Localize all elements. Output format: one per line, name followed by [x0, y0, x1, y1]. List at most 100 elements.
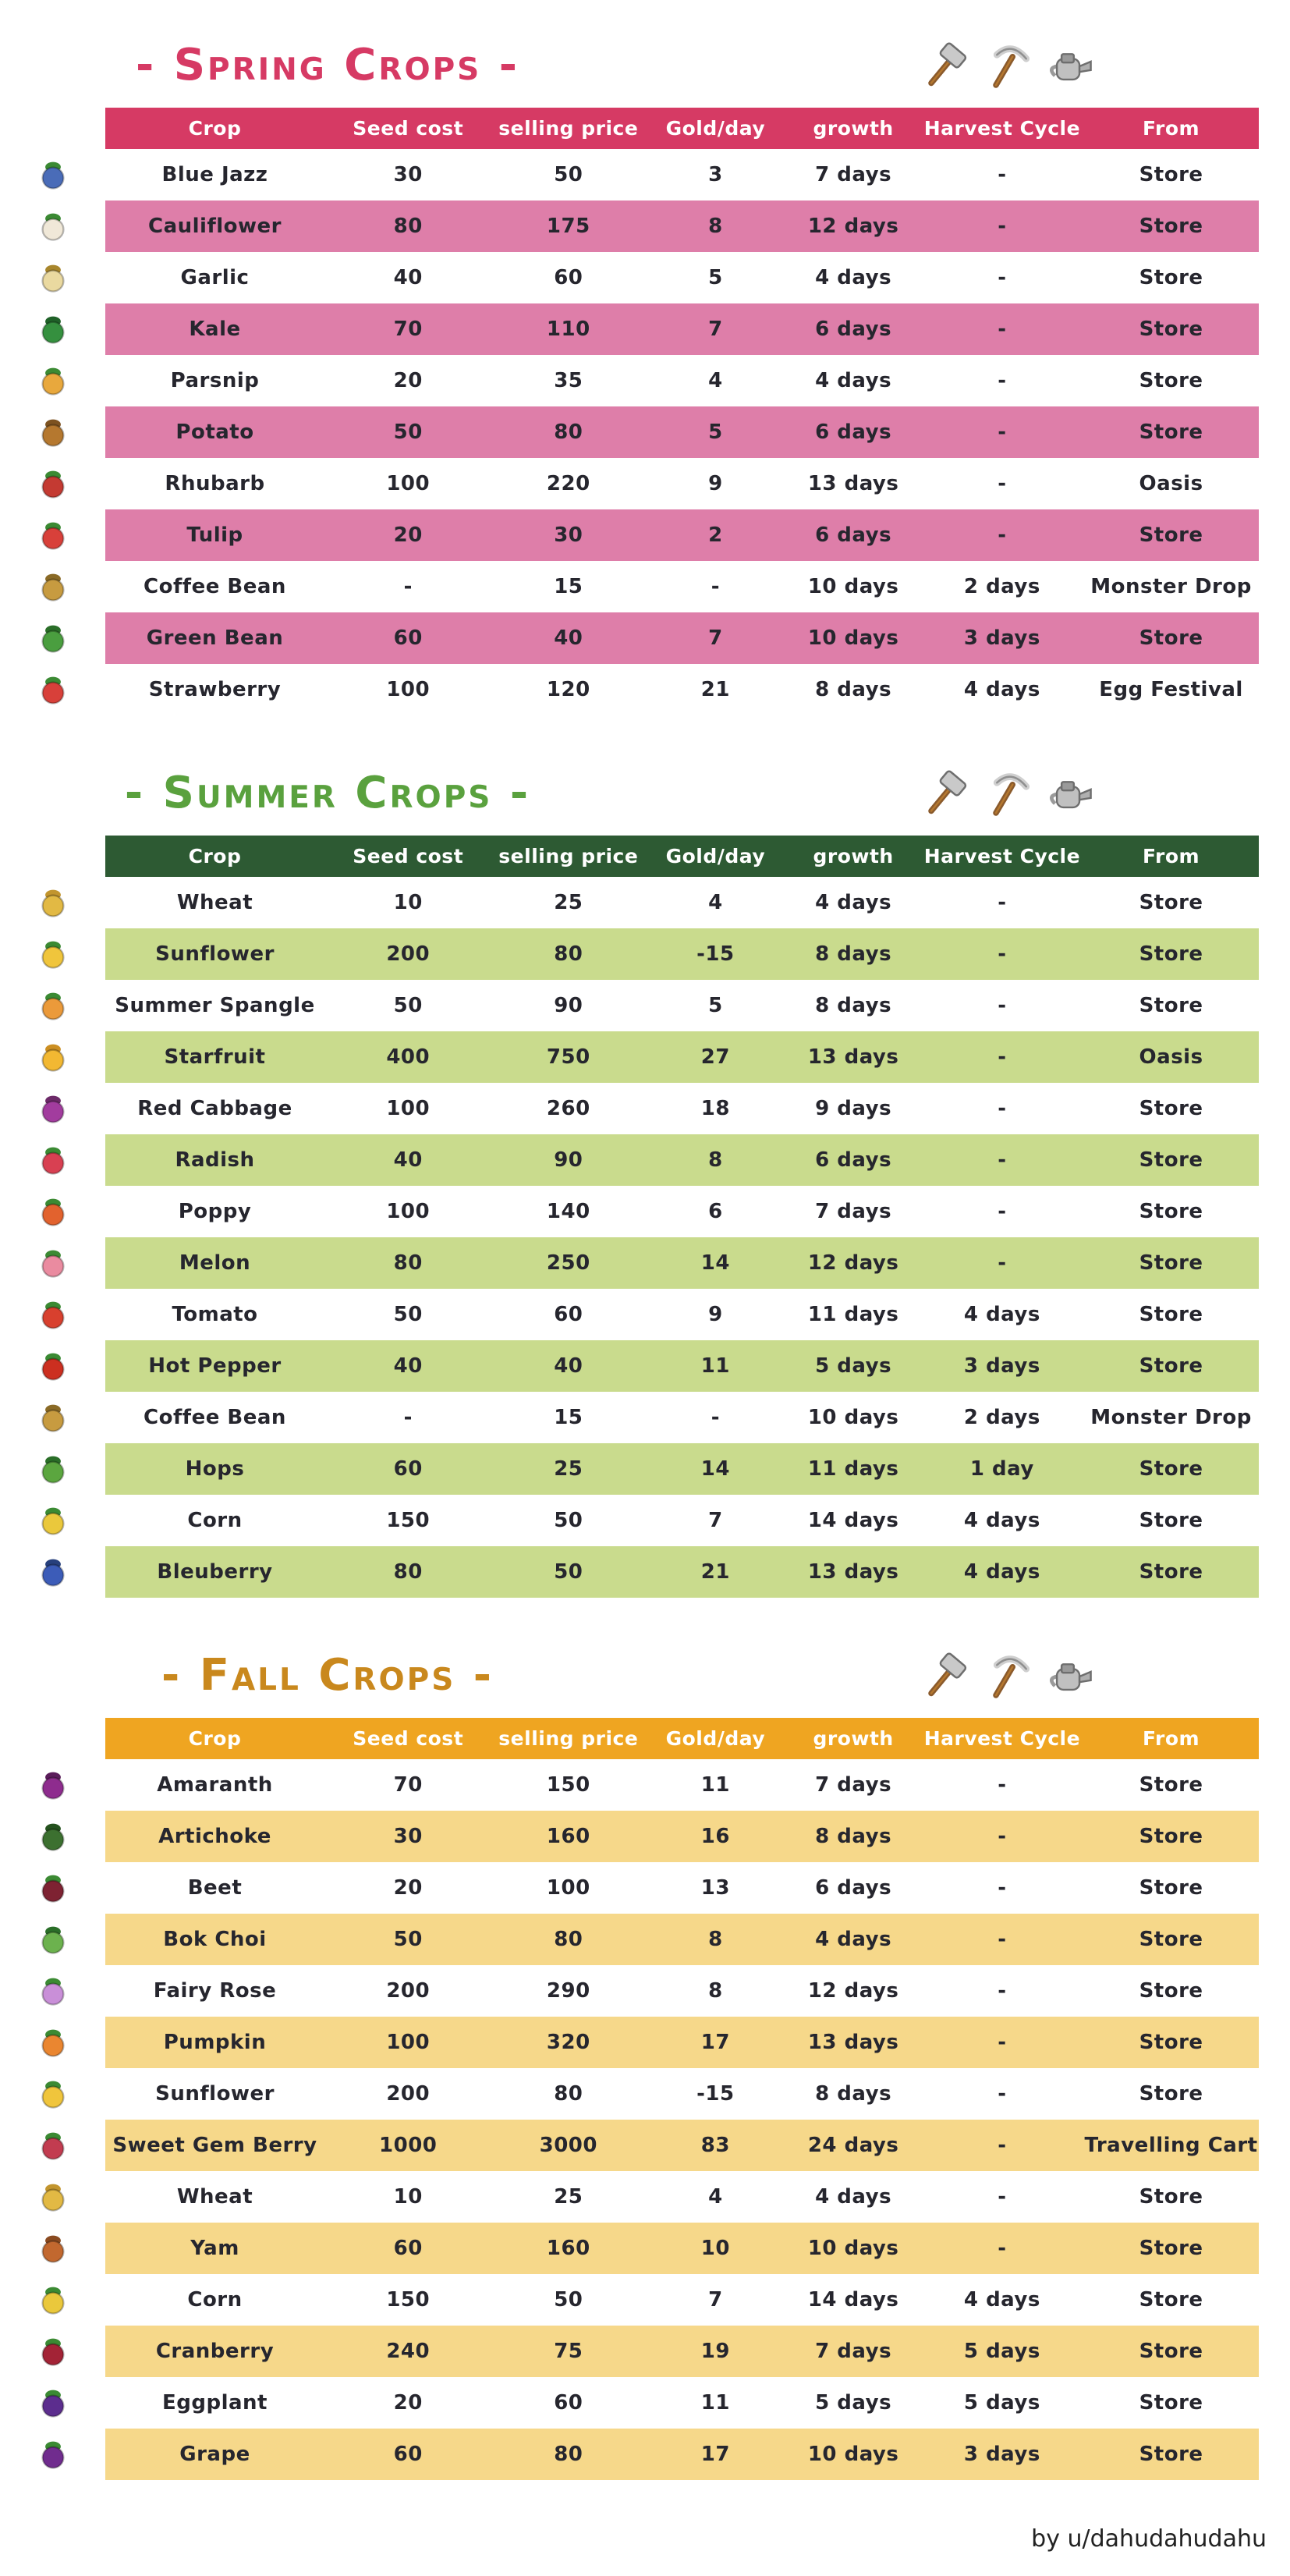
- cell-harvest_cycle: -: [998, 2237, 1007, 2260]
- cell-from: Store: [1139, 1560, 1203, 1584]
- summer-title-row: - Summer Crops -: [0, 761, 1290, 826]
- crop-row: Corn 150 50 7 14 days 4 days Store: [0, 1495, 1290, 1546]
- cell-selling_price: 175: [546, 215, 590, 238]
- column-header-seed_cost: Seed cost: [353, 845, 464, 868]
- cell-growth: 7 days: [815, 2340, 892, 2363]
- crop-icon-gutter: [0, 2429, 105, 2480]
- cell-selling_price: 75: [554, 2340, 583, 2363]
- crop-icon-gutter: [0, 1031, 105, 1083]
- cell-from: Store: [1139, 1876, 1203, 1900]
- cell-selling_price: 260: [546, 1097, 590, 1120]
- cell-from: Store: [1139, 2391, 1203, 2415]
- crop-row: Summer Spangle 50 90 5 8 days - Store: [0, 980, 1290, 1031]
- cell-gold_per_day: 13: [700, 1876, 730, 1900]
- cell-seed_cost: 10: [393, 2185, 423, 2209]
- cell-growth: 4 days: [815, 891, 892, 914]
- crop-row: Green Bean 60 40 7 10 days 3 days Store: [0, 612, 1290, 664]
- starfruit-icon: [37, 1041, 69, 1073]
- crop-row: Strawberry 100 120 21 8 days 4 days Egg Festiv…: [0, 664, 1290, 715]
- cell-harvest_cycle: 4 days: [963, 1303, 1040, 1326]
- crop-icon-gutter: [0, 928, 105, 980]
- cell-seed_cost: 40: [393, 1148, 423, 1172]
- crop-row: Beet 20 100 13 6 days - Store: [0, 1862, 1290, 1914]
- crop-row: Hot Pepper 40 40 11 5 days 3 days Store: [0, 1340, 1290, 1392]
- column-header-from: From: [1143, 1727, 1200, 1750]
- cell-gold_per_day: 14: [700, 1251, 730, 1275]
- cell-crop: Strawberry: [148, 678, 282, 701]
- column-header-crop: Crop: [188, 1727, 242, 1750]
- cell-from: Oasis: [1139, 1045, 1203, 1069]
- cell-from: Store: [1139, 2288, 1203, 2312]
- crop-row: Poppy 100 140 6 7 days - Store: [0, 1186, 1290, 1237]
- tulip-icon: [37, 519, 69, 552]
- cell-seed_cost: 40: [393, 1354, 423, 1378]
- cell-growth: 13 days: [807, 2031, 899, 2054]
- cell-harvest_cycle: 4 days: [963, 678, 1040, 701]
- crop-icon-gutter: [0, 355, 105, 406]
- sunflower-icon: [37, 938, 69, 970]
- crop-icon-gutter: [0, 1495, 105, 1546]
- cell-selling_price: 40: [554, 626, 583, 650]
- spring-title-row: - Spring Crops -: [0, 33, 1290, 98]
- cell-seed_cost: -: [403, 1406, 413, 1429]
- cell-selling_price: 320: [546, 2031, 590, 2054]
- crop-row: Eggplant 20 60 11 5 days 5 days Store: [0, 2377, 1290, 2429]
- cell-gold_per_day: 11: [700, 2391, 730, 2415]
- cell-harvest_cycle: -: [998, 1097, 1007, 1120]
- cell-seed_cost: 100: [386, 678, 431, 701]
- summer-table-header: Crop Seed cost selling price Gold/day growth…: [0, 836, 1290, 877]
- crop-icon-gutter: [0, 1186, 105, 1237]
- cell-seed_cost: 70: [393, 1773, 423, 1797]
- cell-gold_per_day: 5: [708, 994, 723, 1017]
- cell-from: Store: [1139, 2237, 1203, 2260]
- crop-icon-gutter: [0, 1965, 105, 2017]
- cell-seed_cost: 20: [393, 1876, 423, 1900]
- cell-growth: 4 days: [815, 1928, 892, 1951]
- wheat-icon: [37, 886, 69, 919]
- summer-spangle-icon: [37, 989, 69, 1022]
- cell-crop: Parsnip: [170, 369, 260, 392]
- cell-crop: Pumpkin: [163, 2031, 267, 2054]
- cell-gold_per_day: 5: [708, 420, 723, 444]
- cell-crop: Starfruit: [164, 1045, 266, 1069]
- beet-icon: [37, 1872, 69, 1904]
- crop-icon-gutter: [0, 561, 105, 612]
- cell-from: Store: [1139, 318, 1203, 341]
- cell-gold_per_day: 17: [700, 2031, 730, 2054]
- cell-from: Store: [1139, 942, 1203, 966]
- cell-crop: Cauliflower: [147, 215, 282, 238]
- cell-growth: 4 days: [815, 266, 892, 289]
- cell-crop: Cranberry: [155, 2340, 275, 2363]
- crop-row: Tulip 20 30 2 6 days - Store: [0, 509, 1290, 561]
- cell-growth: 11 days: [807, 1303, 899, 1326]
- cell-from: Store: [1139, 2443, 1203, 2466]
- footer-credit: by u/dahudahudahu: [1031, 2525, 1267, 2553]
- cell-gold_per_day: -: [711, 575, 721, 598]
- cell-harvest_cycle: 3 days: [963, 626, 1040, 650]
- column-header-growth: growth: [813, 117, 894, 140]
- spring-crops-table: Crop Seed cost selling price Gold/day growth…: [0, 108, 1290, 715]
- seasons: - Spring Crops - Crop Seed cost selling pri…: [0, 33, 1290, 2480]
- cell-from: Store: [1139, 369, 1203, 392]
- crop-row: Tomato 50 60 9 11 days 4 days Store: [0, 1289, 1290, 1340]
- cell-selling_price: 50: [554, 2288, 583, 2312]
- cell-crop: Radish: [175, 1148, 255, 1172]
- cell-growth: 8 days: [815, 678, 892, 701]
- crop-icon-gutter: [0, 458, 105, 509]
- column-header-growth: growth: [813, 845, 894, 868]
- crop-row: Amaranth 70 150 11 7 days - Store: [0, 1759, 1290, 1811]
- cell-gold_per_day: 14: [700, 1457, 730, 1481]
- cell-from: Store: [1139, 215, 1203, 238]
- cell-harvest_cycle: -: [998, 1928, 1007, 1951]
- cell-harvest_cycle: -: [998, 1979, 1007, 2003]
- season-summer: - Summer Crops - Crop Seed cost selling pri…: [0, 761, 1290, 1598]
- column-header-harvest_cycle: Harvest Cycle: [923, 845, 1081, 868]
- cell-selling_price: 140: [546, 1200, 590, 1223]
- cell-gold_per_day: 7: [708, 318, 723, 341]
- season-spring: - Spring Crops - Crop Seed cost selling pri…: [0, 33, 1290, 715]
- cell-seed_cost: 100: [386, 472, 431, 495]
- crop-icon-gutter: [0, 303, 105, 355]
- cell-selling_price: 80: [554, 2082, 583, 2106]
- cell-harvest_cycle: 3 days: [963, 2443, 1040, 2466]
- crop-icon-gutter: [0, 1914, 105, 1965]
